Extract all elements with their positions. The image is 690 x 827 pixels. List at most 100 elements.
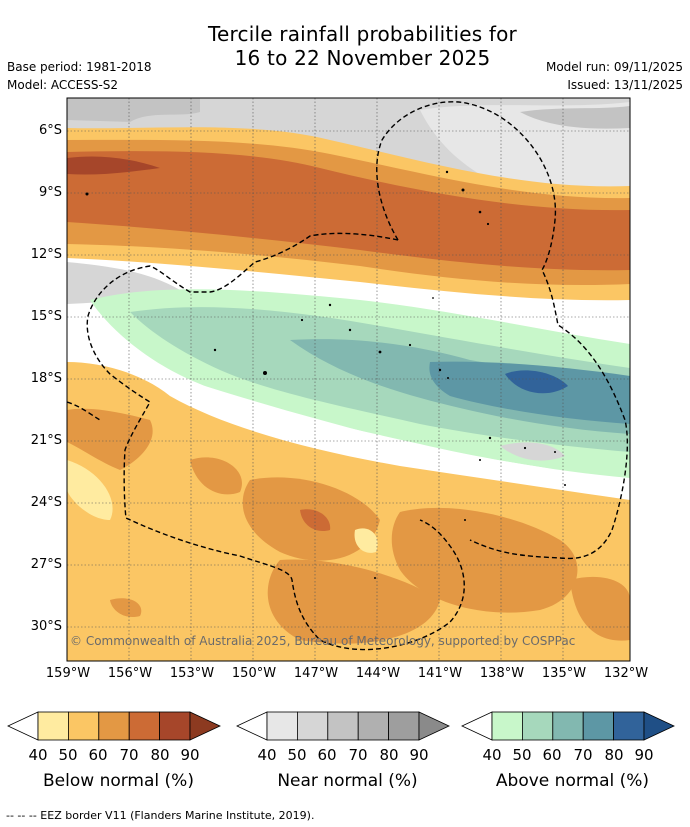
below-normal-south-patch-4 <box>391 507 578 613</box>
legend-swatch-1 <box>37 711 69 741</box>
lat-label-15s: 15°S <box>30 309 62 324</box>
legend-swatch-4 <box>128 711 160 741</box>
legend-swatch-3 <box>552 711 584 741</box>
legend-extend-high <box>418 711 450 741</box>
below-normal-south-patch-2 <box>190 457 242 495</box>
islands <box>85 170 566 579</box>
legend-above-normal-colorbar <box>461 711 675 741</box>
legend-swatch-4 <box>582 711 614 741</box>
near-normal-northeast-dark-patch <box>520 106 630 129</box>
below-normal-south-patch-5 <box>267 559 440 644</box>
legend-swatch-5 <box>159 711 191 741</box>
below-normal-south-patch-7 <box>110 598 142 618</box>
lon-label-153w: 153°W <box>169 666 215 681</box>
above-normal-region-stronger <box>429 361 630 424</box>
lon-label-141w: 141°W <box>417 666 463 681</box>
white-neutral-stripe <box>180 378 630 500</box>
legend-above-tick-90: 90 <box>634 746 654 764</box>
model-name: Model: ACCESS-S2 <box>7 78 119 92</box>
lon-label-156w: 156°W <box>107 666 153 681</box>
lat-label-18s: 18°S <box>30 371 62 386</box>
below-normal-south-patch-1 <box>67 408 153 470</box>
legend-near-tick-80: 80 <box>379 746 399 764</box>
legend-swatch-2 <box>522 711 554 741</box>
legend-above-title: Above normal (%) <box>495 771 650 791</box>
copyright-notice: © Commonwealth of Australia 2025, Bureau… <box>70 634 576 648</box>
rainfall-map <box>66 97 631 662</box>
legend-above-tick-70: 70 <box>573 746 593 764</box>
near-normal-east-patch <box>500 442 565 461</box>
lat-label-12s: 12°S <box>30 247 62 262</box>
legend-extend-low <box>7 711 39 741</box>
lon-label-147w: 147°W <box>293 666 339 681</box>
below-normal-band-strong <box>67 151 630 271</box>
legend-swatch-5 <box>613 711 645 741</box>
meta-left: Base period: 1981-2018 Model: ACCESS-S2 <box>7 58 152 94</box>
meta-right: Model run: 09/11/2025 Issued: 13/11/2025 <box>546 58 683 94</box>
lon-label-138w: 138°W <box>479 666 525 681</box>
map-gridlines <box>67 98 630 661</box>
title-line-1: Tercile rainfall probabilities for <box>208 22 517 46</box>
lat-label-30s: 30°S <box>30 619 62 634</box>
eez-border <box>67 101 628 651</box>
lon-label-159w: 159°W <box>45 666 91 681</box>
lat-label-6s: 6°S <box>38 123 62 138</box>
legend-swatch-5 <box>388 711 420 741</box>
issued-date: Issued: 13/11/2025 <box>567 78 683 92</box>
legend-swatch-3 <box>98 711 130 741</box>
below-normal-south-core <box>300 509 331 532</box>
legend-swatch-2 <box>68 711 100 741</box>
lat-label-21s: 21°S <box>30 433 62 448</box>
legend-above-normal: 40 50 60 70 80 90 Above normal (%) <box>460 705 685 795</box>
legend-below-tick-40: 40 <box>28 746 48 764</box>
legend-above-tick-40: 40 <box>482 746 502 764</box>
legend-below-tick-60: 60 <box>88 746 108 764</box>
legend-near-tick-50: 50 <box>287 746 307 764</box>
legend-near-tick-60: 60 <box>317 746 337 764</box>
legend-above-tick-60: 60 <box>542 746 562 764</box>
legend-extend-low <box>236 711 268 741</box>
legend-swatch-2 <box>297 711 329 741</box>
below-normal-south-patch-6 <box>570 576 630 641</box>
legend-extend-low <box>461 711 493 741</box>
legend-near-tick-40: 40 <box>257 746 277 764</box>
legend-below-normal: 40 50 60 70 80 90 Below normal (%) <box>6 705 231 795</box>
lon-label-135w: 135°W <box>541 666 587 681</box>
model-run: Model run: 09/11/2025 <box>545 60 683 74</box>
legend-swatch-3 <box>327 711 359 741</box>
near-normal-northwest-patch <box>67 98 200 122</box>
map-title: Tercile rainfall probabilities for 16 to… <box>0 22 690 70</box>
legend-extend-high <box>643 711 675 741</box>
lon-label-132w: 132°W <box>603 666 649 681</box>
legend-swatch-4 <box>357 711 389 741</box>
legend-below-normal-colorbar <box>7 711 221 741</box>
legend-near-tick-90: 90 <box>409 746 429 764</box>
legend-swatch-1 <box>491 711 523 741</box>
map-fill-layers <box>67 98 630 661</box>
legend-near-normal: 40 50 60 70 80 90 Near normal (%) <box>235 705 460 795</box>
legend-below-tick-80: 80 <box>150 746 170 764</box>
lat-label-24s: 24°S <box>30 495 62 510</box>
legend-below-tick-70: 70 <box>119 746 139 764</box>
legend-below-tick-50: 50 <box>58 746 78 764</box>
base-period: Base period: 1981-2018 <box>7 60 152 74</box>
legend-extend-high <box>189 711 221 741</box>
above-normal-core <box>505 370 568 394</box>
below-normal-south-light-patch-2 <box>354 528 378 553</box>
legend-near-tick-70: 70 <box>348 746 368 764</box>
lon-label-144w: 144°W <box>355 666 401 681</box>
below-normal-south-light-patch <box>67 460 113 520</box>
legend-near-normal-colorbar <box>236 711 450 741</box>
legend-above-tick-50: 50 <box>512 746 532 764</box>
lat-label-27s: 27°S <box>30 557 62 572</box>
eez-footnote: -- -- -- EEZ border V11 (Flanders Marine… <box>6 809 315 822</box>
legend-near-title: Near normal (%) <box>277 771 418 791</box>
below-normal-core-west <box>67 156 160 175</box>
lat-label-9s: 9°S <box>38 185 62 200</box>
legend-below-title: Below normal (%) <box>43 771 194 791</box>
map-frame <box>66 97 631 662</box>
lon-label-150w: 150°W <box>231 666 277 681</box>
legend-swatch-1 <box>266 711 298 741</box>
title-line-2: 16 to 22 November 2025 <box>234 46 491 70</box>
legend-above-tick-80: 80 <box>604 746 624 764</box>
